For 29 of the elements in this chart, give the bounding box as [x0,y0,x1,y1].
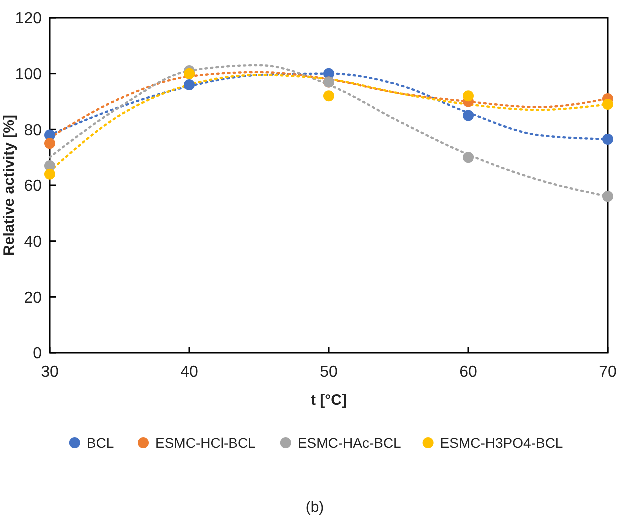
x-tick-label: 70 [599,364,617,381]
y-tick-label: 80 [24,122,42,140]
point [602,134,614,145]
text: (b) [306,499,324,516]
legend-label: ESMC-H3PO4-BCL [440,434,564,451]
point [184,80,195,90]
legend-label: ESMC-HCl-BCL [156,434,256,451]
point [463,152,474,164]
point [463,90,474,102]
x-tick-label: 50 [320,364,338,381]
point [463,110,474,122]
point [44,168,56,180]
x-axis-title: t [°C] [311,392,347,409]
point [324,90,334,102]
point [602,99,614,110]
legend-label: BCL [86,434,114,451]
x-tick-label: 60 [460,364,478,381]
y-axis-title: Relative activity [%] [1,115,18,256]
x-tick-label: 40 [180,364,198,381]
y-tick-label: 40 [24,234,42,251]
y-tick-label: 60 [24,178,42,196]
point [602,191,614,202]
y-tick-label: 20 [24,290,42,307]
legend-label: ESMC-HAc-BCL [298,434,402,451]
x-tick-label: 30 [41,364,59,381]
y-tick-label: 0 [33,346,42,363]
point [44,138,56,150]
y-tick-label: 100 [15,66,42,84]
y-tick-label: 120 [15,10,42,28]
